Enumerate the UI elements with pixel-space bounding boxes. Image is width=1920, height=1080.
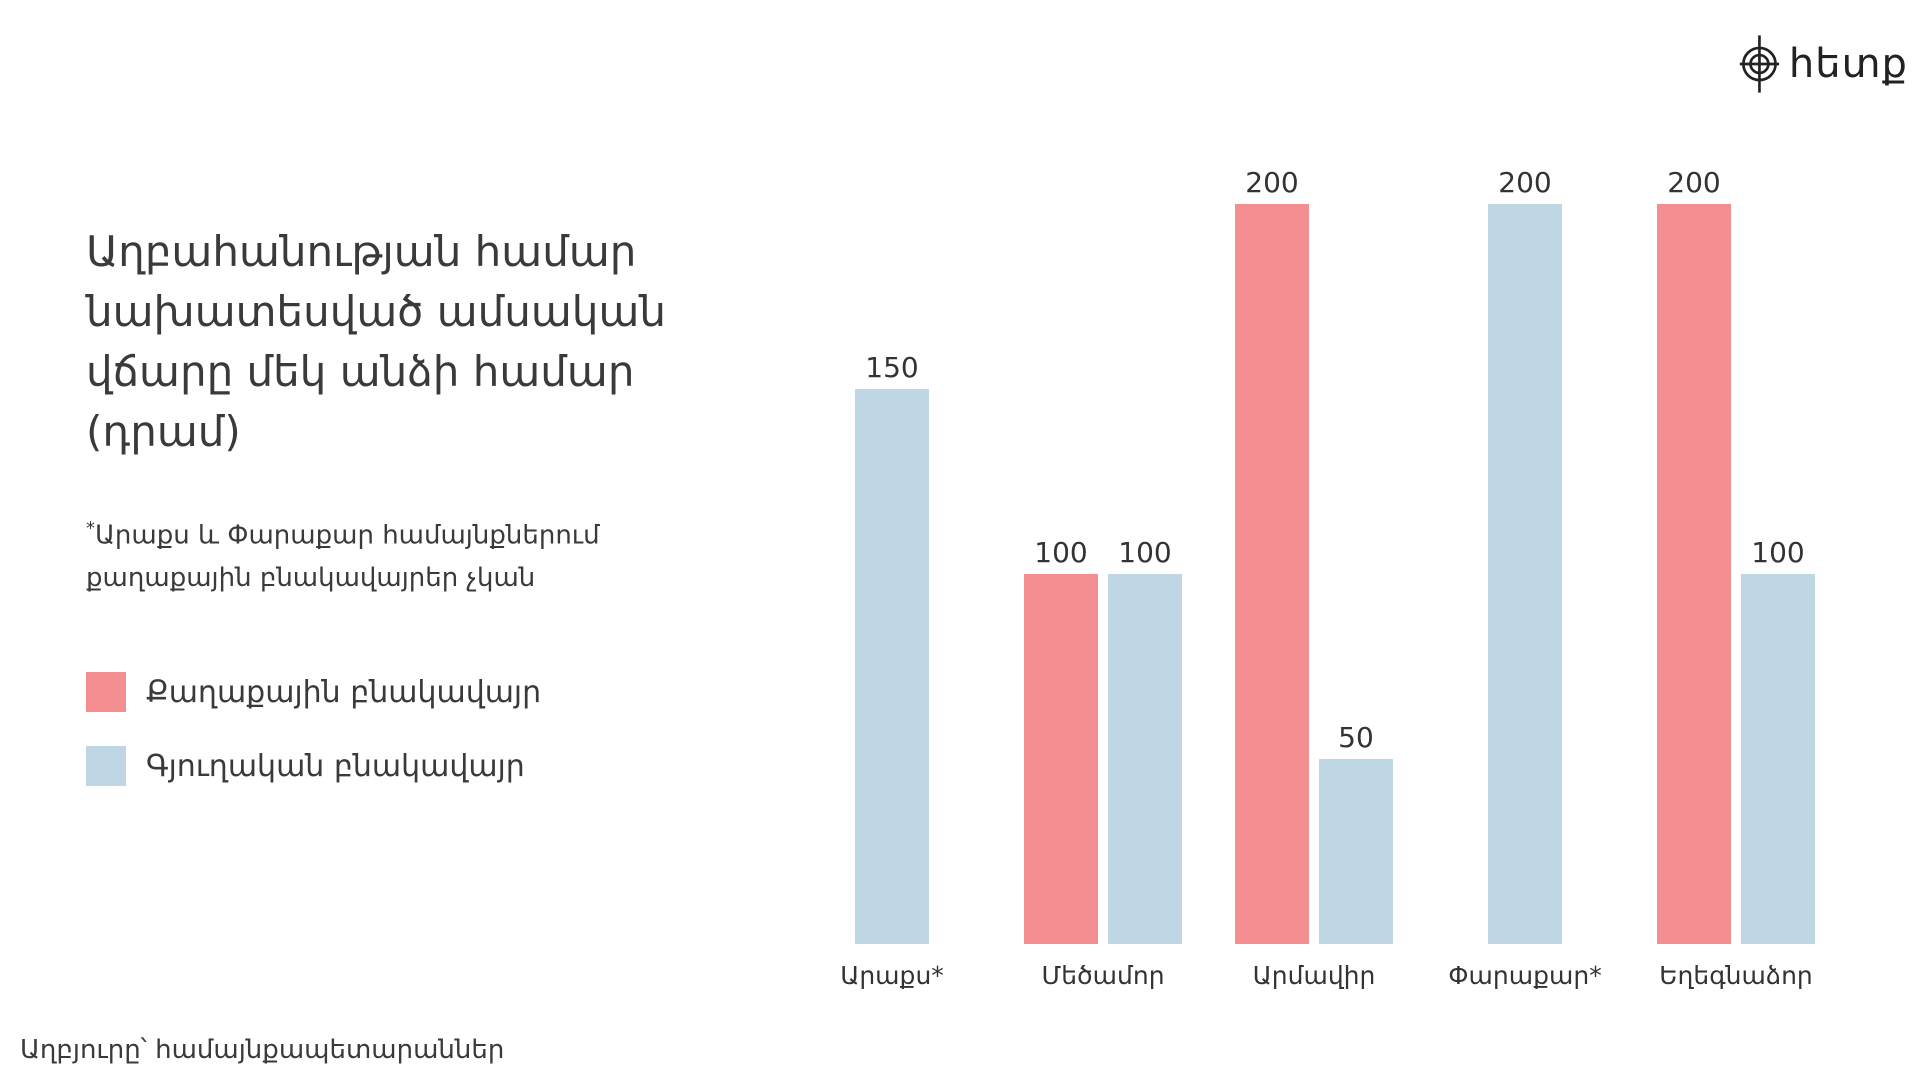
x-tick-label-0: Արաքս* (840, 961, 944, 990)
bar-urban-2 (1235, 204, 1309, 944)
logo-text: հետք (1788, 41, 1908, 87)
x-tick-label-3: Փարաքար* (1448, 961, 1601, 990)
footnote: *Արաքս և Փարաքար համայնքներում քաղաքային… (86, 508, 706, 599)
bar-rural-2 (1319, 759, 1393, 944)
circle-crosshair-logo-icon (1739, 35, 1780, 93)
bar-rural-3 (1488, 204, 1562, 944)
data-label-rural-4: 100 (1751, 536, 1804, 569)
x-tick-label-2: Արմավիր (1253, 961, 1376, 990)
data-label-urban-1: 100 (1034, 536, 1087, 569)
source-note: Աղբյուրը՝ համայնքապետարաններ (20, 1035, 505, 1065)
data-label-rural-3: 200 (1498, 166, 1551, 199)
bar-rural-0 (855, 389, 929, 944)
x-tick-label-1: Մեծամոր (1041, 961, 1164, 990)
legend-swatch-rural (86, 746, 126, 786)
data-label-rural-1: 100 (1118, 536, 1171, 569)
legend-swatch-urban (86, 672, 126, 712)
legend-label-rural: Գյուղական բնակավայր (146, 748, 525, 784)
bar-urban-1 (1024, 574, 1098, 944)
bar-rural-4 (1741, 574, 1815, 944)
legend-label-urban: Քաղաքային բնակավայր (146, 674, 542, 710)
legend: Քաղաքային բնակավայր Գյուղական բնակավայր (86, 672, 541, 820)
x-tick-label-4: Եղեգնաձոր (1659, 961, 1813, 990)
bar-urban-4 (1657, 204, 1731, 944)
logo: հետք (1738, 28, 1908, 100)
legend-item-rural: Գյուղական բնակավայր (86, 746, 541, 786)
chart-title: Աղբահանության համար նախատեսված ամսական վ… (86, 227, 666, 456)
legend-item-urban: Քաղաքային բնակավայր (86, 672, 541, 712)
bar-rural-1 (1108, 574, 1182, 944)
footnote-marker: * (86, 518, 95, 539)
data-label-rural-0: 150 (865, 351, 918, 384)
data-label-rural-2: 50 (1338, 721, 1374, 754)
data-label-urban-4: 200 (1667, 166, 1720, 199)
data-label-urban-2: 200 (1245, 166, 1298, 199)
footnote-text: Արաքս և Փարաքար համայնքներում քաղաքային … (86, 520, 600, 593)
